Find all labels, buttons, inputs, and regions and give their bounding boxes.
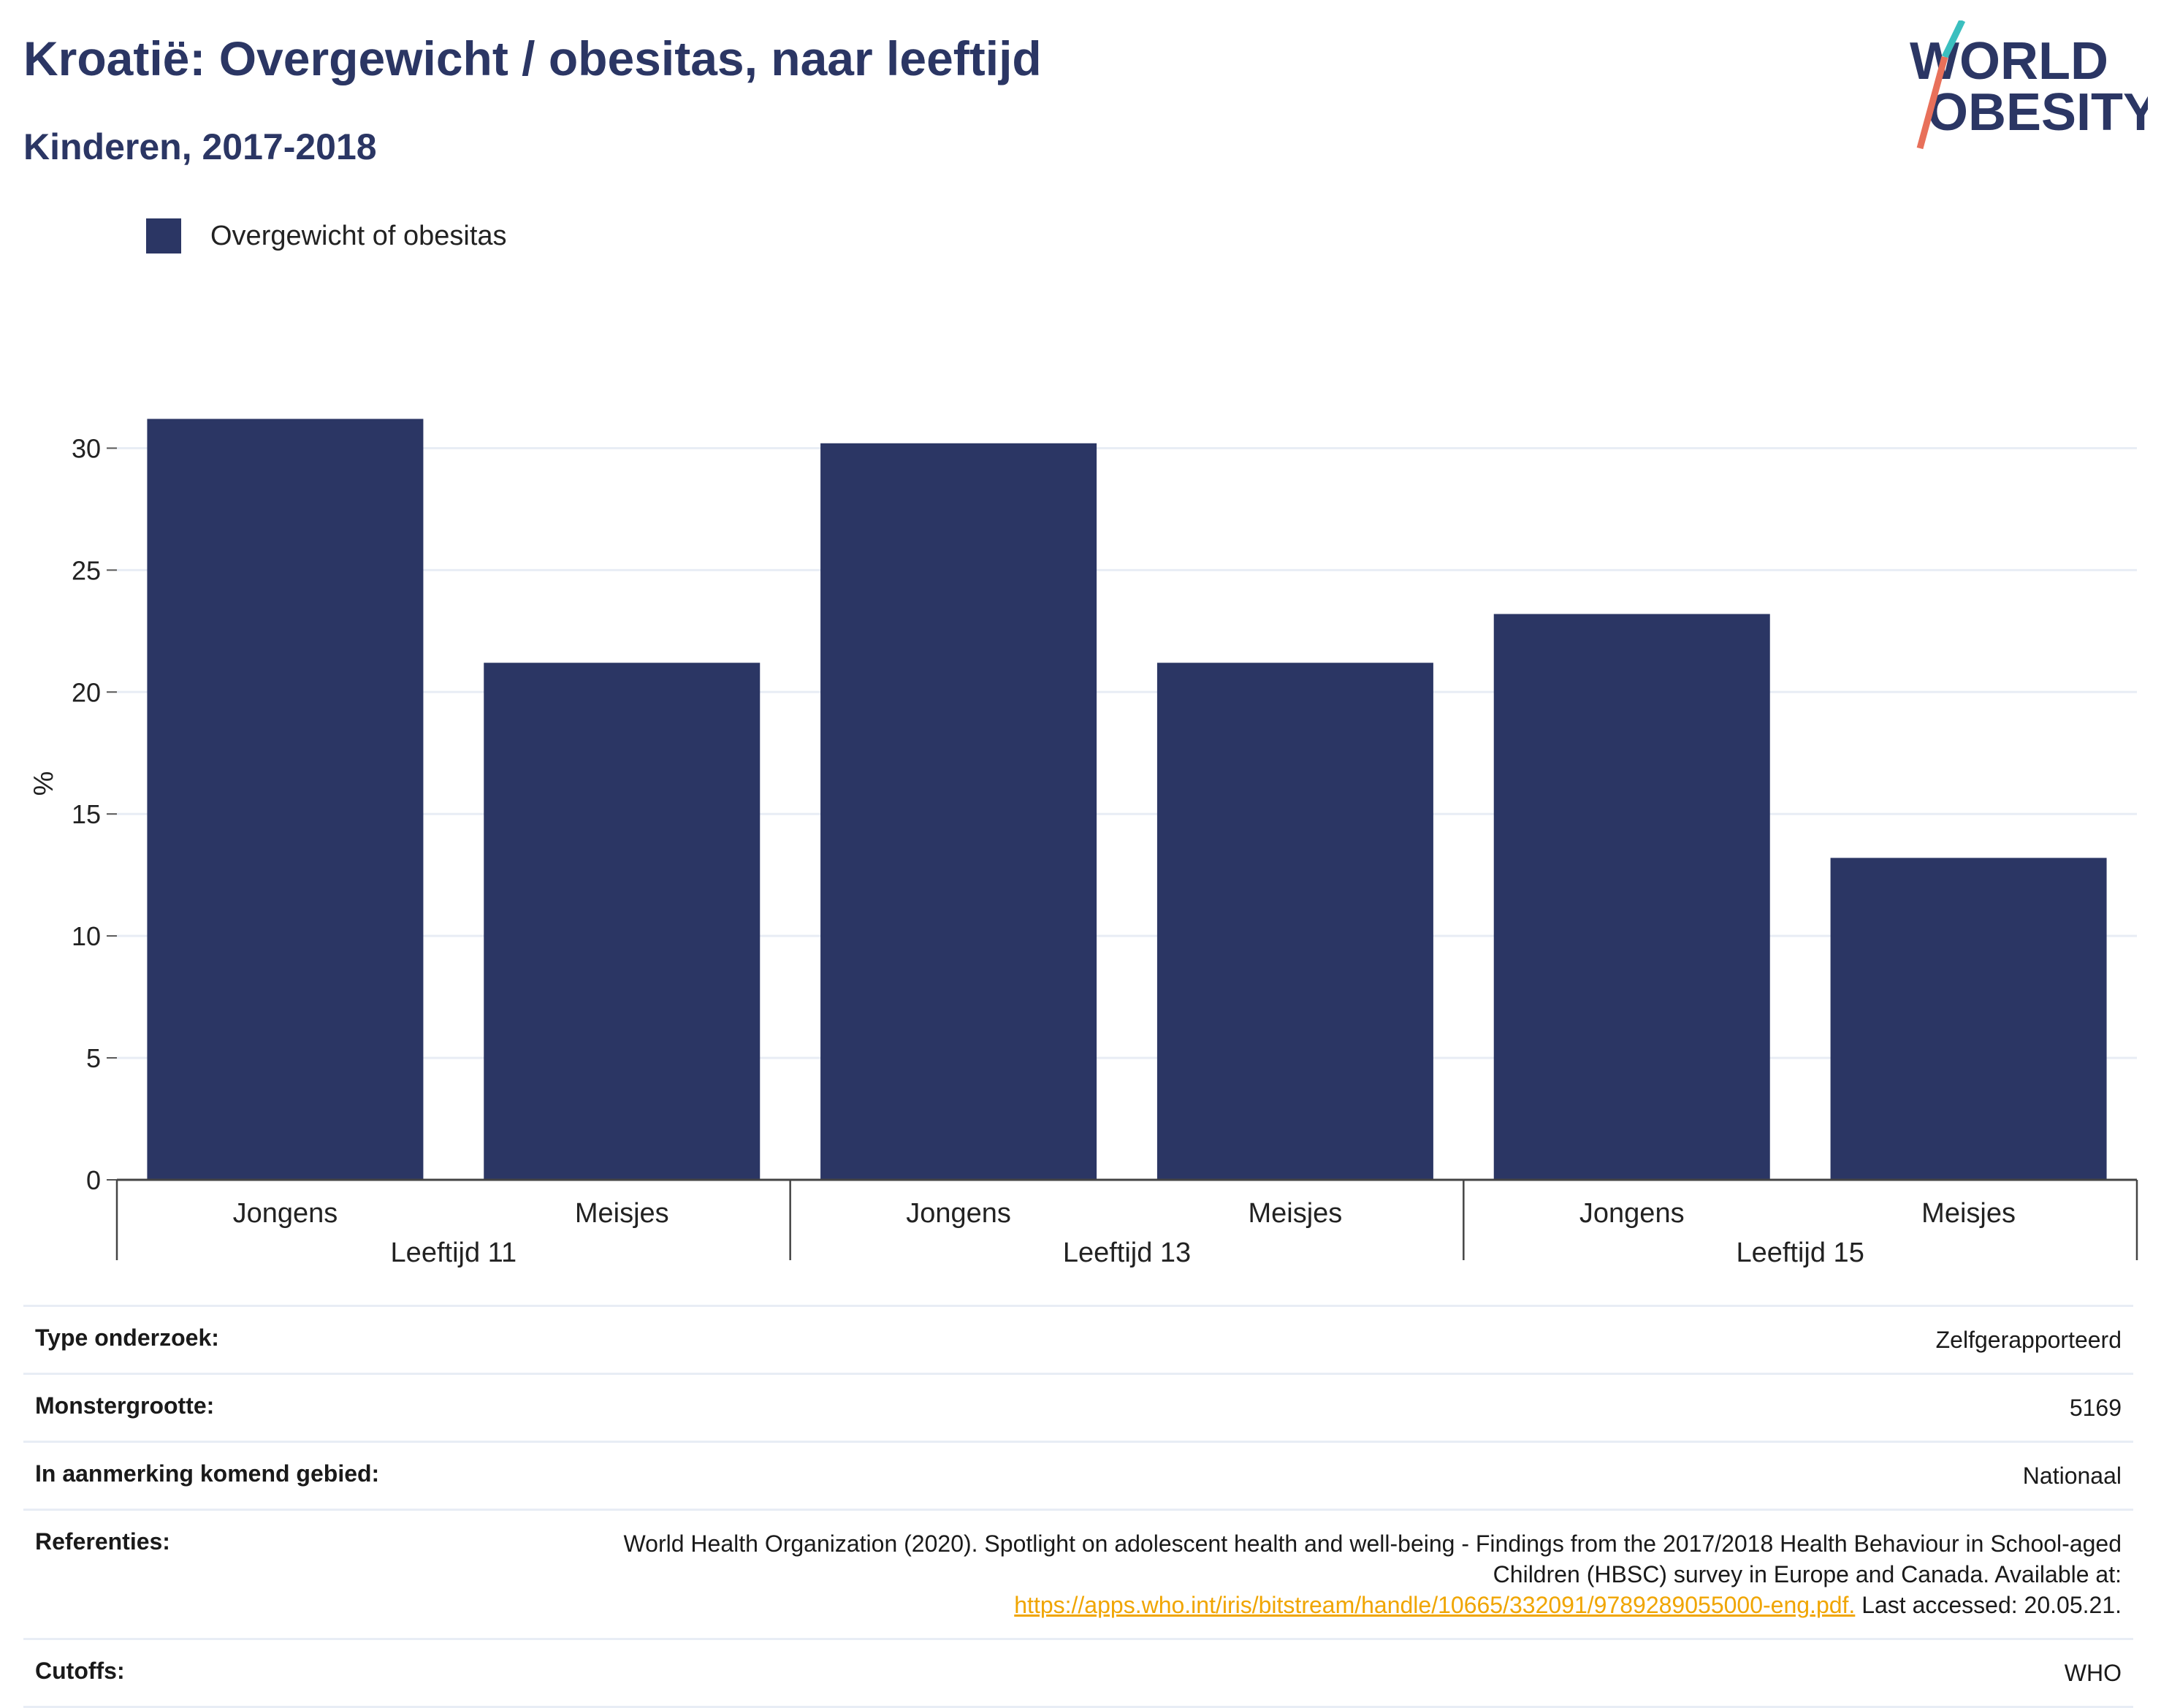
info-table: Type onderzoek: Zelfgerapporteerd Monste… [23, 1305, 2133, 1708]
survey-type-value: Zelfgerapporteerd [1935, 1327, 2122, 1353]
info-row-area: In aanmerking komend gebied: Nationaal [23, 1441, 2133, 1510]
references-link[interactable]: https://apps.who.int/iris/bitstream/hand… [1014, 1592, 1856, 1618]
bar-1-0 [820, 443, 1097, 1180]
info-row-survey-type: Type onderzoek: Zelfgerapporteerd [23, 1305, 2133, 1374]
x-category-label: Jongens [1579, 1198, 1685, 1229]
y-tick-label: 15 [72, 799, 101, 829]
cutoffs-label: Cutoffs: [35, 1658, 125, 1684]
x-group-label: Leeftijd 13 [1063, 1238, 1191, 1268]
x-category-label: Meisjes [1249, 1198, 1343, 1229]
info-row-references: Referenties: World Health Organization (… [23, 1509, 2133, 1639]
bar-1-1 [1156, 663, 1433, 1180]
x-category-label: Meisjes [575, 1198, 669, 1229]
cutoffs-value: WHO [2064, 1660, 2122, 1686]
legend-label: Overgewicht of obesitas [210, 220, 507, 251]
x-category-label: Jongens [233, 1198, 338, 1229]
y-tick-label: 25 [72, 555, 101, 585]
y-tick-label: 30 [72, 433, 101, 463]
sample-size-value: 5169 [2069, 1395, 2122, 1421]
references-suffix: Last accessed: 20.05.21. [1861, 1592, 2122, 1618]
x-group-label: Leeftijd 15 [1736, 1238, 1864, 1268]
info-row-cutoffs: Cutoffs: WHO [23, 1639, 2133, 1707]
bar-2-0 [1493, 614, 1770, 1180]
chart-legend: Overgewicht of obesitas [146, 218, 507, 254]
svg-text:OBESITY: OBESITY [1927, 83, 2148, 142]
x-category-label: Meisjes [1921, 1198, 2016, 1229]
world-obesity-logo: WORLD OBESITY [1910, 20, 2148, 150]
y-tick-label: 5 [86, 1043, 101, 1073]
references-text: World Health Organization (2020). Spotli… [623, 1530, 2122, 1587]
y-axis-label: % [28, 771, 59, 796]
survey-type-label: Type onderzoek: [35, 1324, 219, 1351]
x-category-label: Jongens [906, 1198, 1011, 1229]
bar-chart: 0 5 10 15 20 25 30% Jongens Meisjes Leeftijd 11 Jo… [28, 419, 2138, 1268]
y-tick-label: 0 [86, 1165, 101, 1195]
bar-2-1 [1830, 858, 2107, 1180]
y-tick-label: 10 [72, 921, 101, 951]
info-row-sample-size: Monstergrootte: 5169 [23, 1373, 2133, 1442]
references-value: World Health Organization (2020). Spotli… [558, 1510, 2133, 1639]
references-label: Referenties: [35, 1528, 170, 1555]
legend-swatch [146, 218, 181, 253]
area-value: Nationaal [2022, 1463, 2122, 1489]
page-subtitle: Kinderen, 2017-2018 [23, 126, 377, 167]
page-title: Kroatië: Overgewicht / obesitas, naar le… [23, 31, 1042, 85]
bar-0-1 [484, 663, 761, 1180]
x-group-label: Leeftijd 11 [391, 1238, 517, 1268]
area-label: In aanmerking komend gebied: [35, 1460, 380, 1487]
sample-size-label: Monstergrootte: [35, 1392, 215, 1419]
y-tick-label: 20 [72, 677, 101, 707]
bar-0-0 [147, 419, 424, 1180]
